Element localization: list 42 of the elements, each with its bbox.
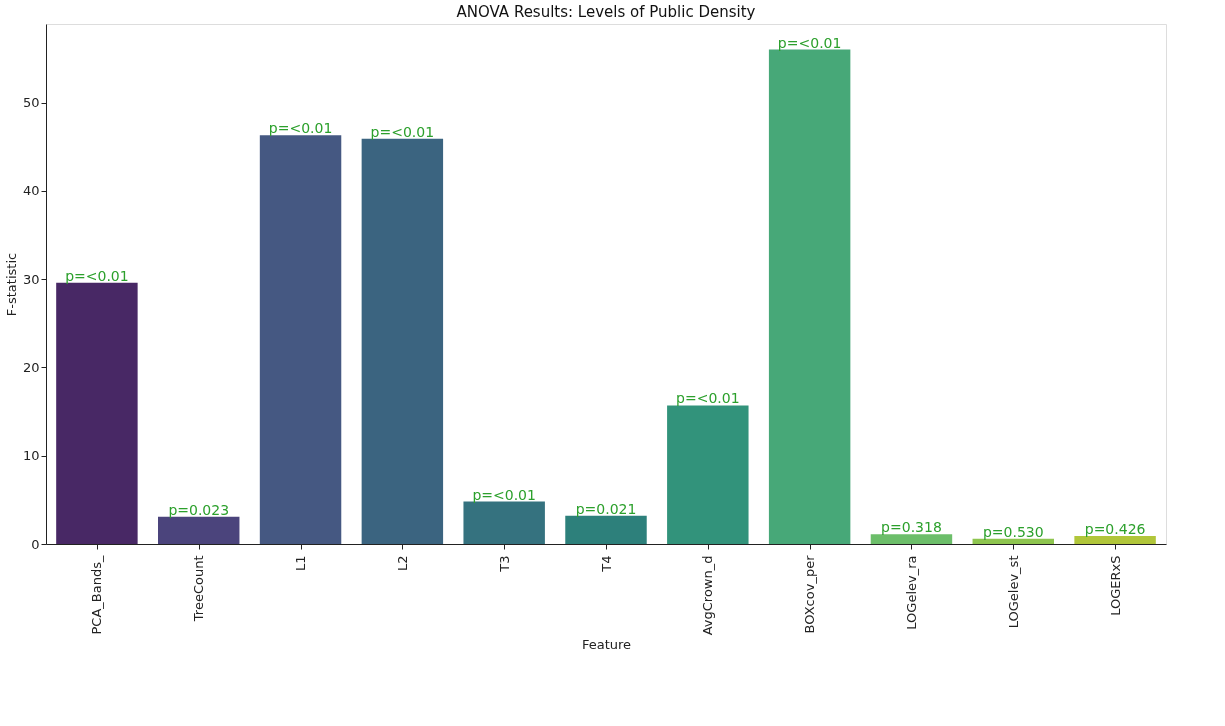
x-tick-label: T3 — [496, 555, 512, 573]
x-tick-label: T4 — [598, 555, 614, 573]
annotation: p=<0.01 — [676, 390, 740, 407]
x-tick-label: LOGelev_ra — [903, 555, 919, 630]
y-tick-label: 50 — [22, 95, 40, 111]
annotation: p=<0.01 — [268, 120, 333, 137]
x-tick-label: PCA_Bands_ — [89, 555, 105, 635]
y-tick-label: 30 — [22, 271, 40, 287]
x-tick-label: L2 — [394, 555, 410, 572]
x-tick-label: LOGERxS — [1107, 555, 1123, 616]
x-tick-label: AvgCrown_d — [700, 555, 716, 636]
bar — [972, 538, 1054, 544]
y-tick-label: 10 — [22, 448, 40, 464]
x-tick-label: LOGelev_st — [1005, 555, 1021, 629]
bar — [768, 49, 851, 544]
annotation: p=0.023 — [168, 501, 230, 518]
y-tick-label: 20 — [22, 359, 40, 375]
annotation: p=0.318 — [881, 519, 942, 536]
bar — [565, 515, 647, 544]
annotation: p=<0.01 — [472, 486, 536, 503]
annotation: p=0.530 — [982, 523, 1044, 540]
annotation: p=0.426 — [1084, 521, 1146, 538]
y-axis-title: F-statistic — [3, 252, 19, 317]
bar — [870, 534, 953, 544]
bar — [56, 282, 138, 544]
x-tick-label: L1 — [293, 555, 309, 572]
x-tick-label: TreeCount — [191, 555, 207, 623]
annotation: p=<0.01 — [65, 267, 129, 284]
bar — [361, 138, 444, 544]
annotation: p=<0.01 — [777, 34, 842, 51]
bar — [667, 405, 749, 544]
y-tick-label: 0 — [31, 536, 40, 552]
bar — [463, 501, 545, 544]
bar — [1074, 536, 1156, 544]
chart-title: ANOVA Results: Levels of Public Density — [456, 3, 756, 21]
x-axis-title: Feature — [581, 637, 632, 653]
annotation: p=0.021 — [575, 500, 637, 517]
bar — [259, 135, 342, 544]
y-tick-label: 40 — [22, 183, 40, 199]
x-tick-label: BOXcov_per — [802, 554, 818, 634]
annotation: p=<0.01 — [370, 123, 435, 140]
bar — [158, 516, 240, 544]
